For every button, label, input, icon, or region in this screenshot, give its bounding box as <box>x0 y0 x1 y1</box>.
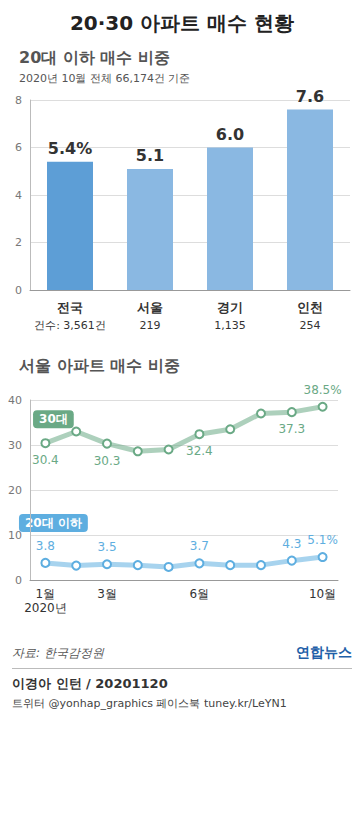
svg-text:건수: 3,561건: 건수: 3,561건 <box>34 319 106 332</box>
svg-text:2020년: 2020년 <box>24 601 67 615</box>
svg-text:경기: 경기 <box>217 300 243 315</box>
svg-text:10월: 10월 <box>309 587 336 601</box>
svg-text:3월: 3월 <box>97 587 117 601</box>
svg-text:32.4: 32.4 <box>186 444 213 458</box>
svg-text:20: 20 <box>8 484 22 497</box>
svg-text:10: 10 <box>8 529 22 542</box>
svg-text:30: 30 <box>8 439 22 452</box>
html-text:이경아 인턴 / 20201120: 이경아 인턴 / 20201120 <box>12 676 168 691</box>
svg-text:38.5%: 38.5% <box>304 383 342 397</box>
html-text:연합뉴스: 연합뉴스 <box>296 644 352 660</box>
svg-text:37.3: 37.3 <box>278 422 305 436</box>
svg-text:8: 8 <box>15 94 22 107</box>
svg-text:0: 0 <box>15 284 22 297</box>
svg-text:서울: 서울 <box>137 300 163 315</box>
svg-text:서울 아파트 매수 비중: 서울 아파트 매수 비중 <box>19 356 180 375</box>
svg-text:0: 0 <box>15 574 22 587</box>
svg-text:30대: 30대 <box>39 412 68 426</box>
svg-text:20대 이하 매수 비중: 20대 이하 매수 비중 <box>19 48 170 67</box>
svg-text:5.1: 5.1 <box>136 146 164 165</box>
svg-text:30.3: 30.3 <box>94 454 121 468</box>
svg-text:3.7: 3.7 <box>190 539 209 553</box>
svg-text:6: 6 <box>15 141 22 154</box>
svg-text:5.1%: 5.1% <box>307 533 338 547</box>
svg-text:2: 2 <box>15 236 22 249</box>
svg-text:30.4: 30.4 <box>32 453 59 467</box>
svg-text:6.0: 6.0 <box>216 125 244 144</box>
svg-text:4.3: 4.3 <box>282 537 301 551</box>
svg-text:40: 40 <box>8 394 22 407</box>
svg-text:7.6: 7.6 <box>296 87 324 106</box>
svg-text:5.4%: 5.4% <box>48 139 92 158</box>
html-text:자료: 한국감정원: 자료: 한국감정원 <box>12 645 104 660</box>
svg-text:4: 4 <box>15 189 22 202</box>
svg-text:20·30 아파트 매수 현황: 20·30 아파트 매수 현황 <box>70 11 294 35</box>
svg-text:1월: 1월 <box>36 587 56 601</box>
html-text:트위터 @yonhap_graphics 페이스북 tune: 트위터 @yonhap_graphics 페이스북 tuney.kr/LeYN1 <box>12 697 287 710</box>
svg-text:20대 이하: 20대 이하 <box>25 516 82 530</box>
svg-text:1,135: 1,135 <box>214 319 246 332</box>
svg-text:219: 219 <box>140 319 161 332</box>
svg-text:6월: 6월 <box>190 587 210 601</box>
svg-text:3.8: 3.8 <box>36 539 55 553</box>
svg-text:인천: 인천 <box>297 300 323 315</box>
svg-text:3.5: 3.5 <box>97 540 116 554</box>
svg-text:2020년 10월 전체 66,174건 기준: 2020년 10월 전체 66,174건 기준 <box>19 72 190 85</box>
svg-text:254: 254 <box>300 319 321 332</box>
svg-text:전국: 전국 <box>57 300 83 315</box>
